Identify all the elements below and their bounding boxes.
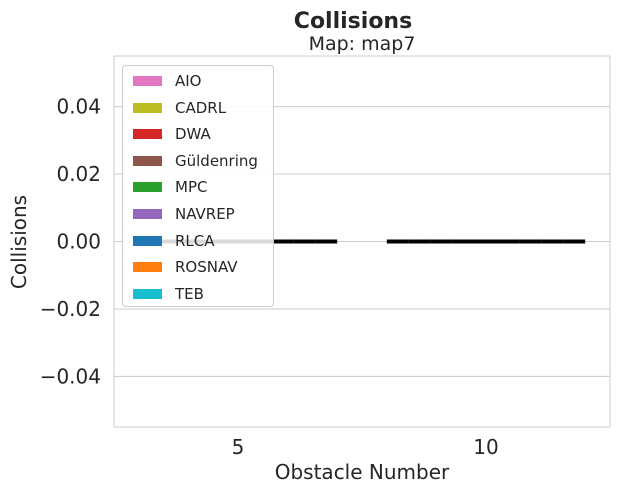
legend-label: TEB (175, 284, 204, 303)
chart-subtitle: Map: map7 (309, 33, 416, 55)
legend-item: NAVREP (133, 204, 235, 224)
x-tick-label: 10 (473, 435, 498, 459)
legend-item: AIO (133, 71, 202, 91)
legend-label: CADRL (175, 98, 227, 117)
legend-swatch (133, 235, 162, 246)
chart-title: Collisions (294, 9, 412, 34)
y-axis-ticks: 0.04 0.02 0.00 −0.02 −0.04 (40, 95, 101, 389)
y-tick-label: 0.04 (56, 95, 101, 119)
legend-label: Güldenring (175, 151, 258, 170)
legend-item: ROSNAV (133, 257, 238, 277)
legend-item: RLCA (133, 231, 215, 251)
legend-swatch (133, 209, 162, 219)
legend-swatch (133, 288, 162, 299)
x-axis-label: Obstacle Number (275, 460, 450, 484)
x-axis-ticks: 5 10 (232, 435, 499, 459)
legend-swatch (133, 262, 162, 273)
legend-label: RLCA (175, 231, 215, 250)
legend-item: CADRL (133, 98, 226, 118)
y-tick-label: −0.04 (40, 364, 101, 388)
legend-swatch (133, 182, 162, 193)
legend-swatch (133, 76, 162, 86)
legend-label: MPC (175, 178, 208, 197)
legend-label: AIO (175, 72, 202, 90)
legend-label: ROSNAV (175, 258, 238, 277)
legend-item: MPC (133, 177, 207, 197)
y-axis-label: Collisions (7, 195, 31, 289)
legend-swatch (133, 129, 162, 140)
y-tick-label: −0.02 (40, 297, 101, 321)
legend: AIO CADRL DWA Güldenring MPC NAVREP RLCA ROSNAV… (122, 65, 274, 307)
legend-swatch (133, 102, 162, 113)
y-tick-label: 0.00 (56, 230, 101, 254)
legend-item: DWA (133, 124, 211, 144)
legend-label: NAVREP (175, 205, 235, 223)
y-tick-label: 0.02 (56, 162, 101, 186)
legend-label: DWA (175, 125, 211, 144)
x-tick-label: 5 (232, 435, 245, 459)
legend-item: Güldenring (133, 151, 258, 171)
legend-item: TEB (133, 284, 204, 304)
legend-swatch (133, 155, 162, 166)
